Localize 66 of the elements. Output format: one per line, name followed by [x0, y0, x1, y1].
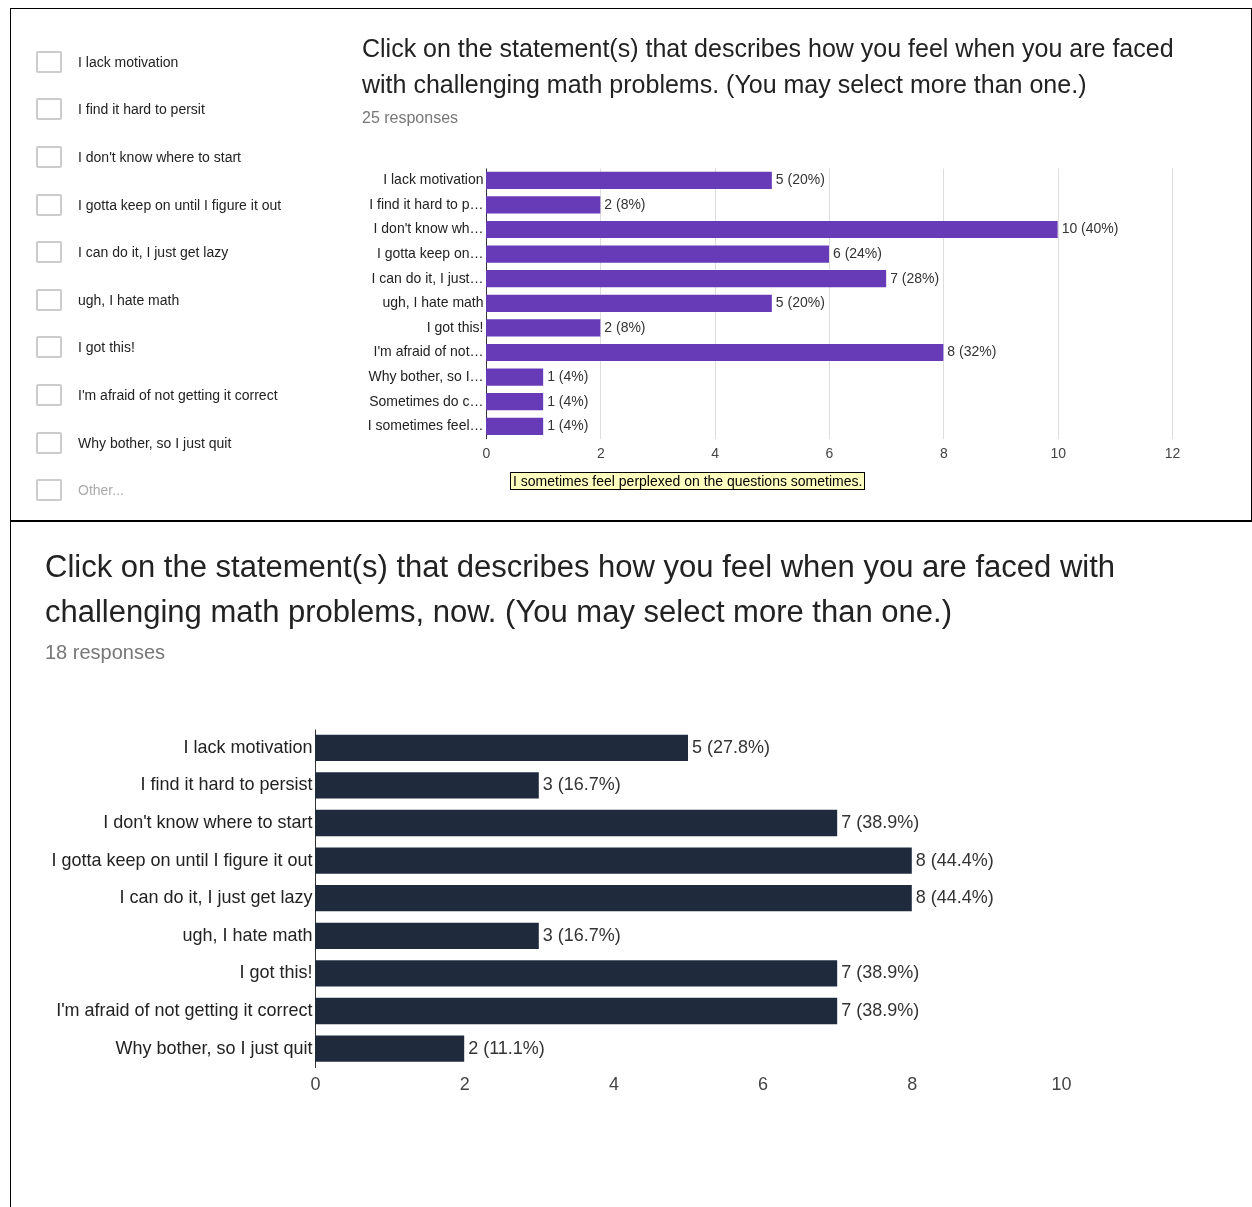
- x-tick-label: 8: [939, 444, 948, 461]
- x-tick-label: 2: [459, 1073, 470, 1094]
- data-label: 10 (40%): [1061, 220, 1119, 236]
- data-label: 5 (20%): [775, 293, 825, 310]
- text: Why bother, so I just quit: [78, 434, 232, 451]
- y-tick-label: I find it hard to persist: [140, 774, 313, 795]
- data-label: 7 (38.9%): [841, 811, 920, 832]
- data-label: 5 (27.8%): [692, 736, 770, 757]
- data-label: 8 (44.4%): [915, 849, 994, 870]
- data-label: 2 (11.1%): [468, 1037, 545, 1058]
- x-tick-label: 6: [758, 1073, 769, 1094]
- y-tick-label: Why bother, so I just quit: [115, 1037, 313, 1058]
- y-tick-label: I got this!: [426, 318, 484, 335]
- x-tick-label: 0: [310, 1073, 321, 1094]
- x-tick-label: 2: [596, 444, 605, 461]
- chart-title: Click on the statement(s) that describes how you feel when you are faced with challenging math problems. (You may select more than one.): [362, 33, 1175, 101]
- x-tick-label: 0: [482, 444, 491, 461]
- text: I find it hard to persit: [78, 101, 205, 118]
- x-tick-label: 10: [1050, 444, 1067, 461]
- data-label: 2 (8%): [604, 318, 646, 335]
- chart-subtitle: 25 responses: [362, 108, 460, 127]
- x-tick-label: 12: [1164, 444, 1181, 461]
- y-tick-label: I got this!: [239, 962, 313, 983]
- data-label: 1 (4%): [547, 392, 589, 409]
- y-tick-label: I'm afraid of not…: [373, 343, 484, 359]
- y-tick-label: I lack motivation: [183, 736, 313, 757]
- data-label: 7 (28%): [890, 269, 940, 286]
- y-tick-label: Sometimes do c…: [369, 392, 484, 409]
- data-label: 7 (38.9%): [841, 999, 920, 1020]
- text: ugh, I hate math: [78, 291, 180, 308]
- text: Other...: [78, 482, 124, 499]
- y-tick-label: I gotta keep on until I figure it out: [51, 849, 313, 870]
- data-label: 3 (16.7%): [542, 774, 621, 795]
- y-tick-label: ugh, I hate math: [382, 293, 484, 310]
- data-label: 8 (44.4%): [915, 887, 994, 908]
- data-label: 1 (4%): [547, 367, 589, 384]
- y-tick-label: I sometimes feel…: [367, 416, 484, 433]
- x-tick-label: 6: [825, 444, 834, 461]
- data-label: 3 (16.7%): [542, 924, 621, 945]
- y-tick-label: I can do it, I just get lazy: [119, 887, 313, 908]
- x-tick-label: 8: [907, 1073, 918, 1094]
- x-tick-label: 4: [711, 444, 720, 461]
- chart-title: Click on the statement(s) that describes how you feel when you are faced with challenging math problems, now. (You may select more than one.): [45, 548, 1117, 631]
- data-label: 7 (38.9%): [841, 962, 920, 983]
- y-tick-label: I lack motivation: [383, 170, 484, 187]
- y-tick-label: I'm afraid of not getting it correct: [56, 999, 313, 1020]
- data-label: 8 (32%): [947, 343, 997, 359]
- y-tick-label: I can do it, I just…: [371, 269, 484, 286]
- data-label: 1 (4%): [547, 416, 589, 433]
- y-tick-label: I find it hard to p…: [369, 195, 484, 212]
- x-tick-label: 10: [1051, 1073, 1072, 1094]
- text: I sometimes feel perplexed on the questions sometimes.: [510, 472, 866, 490]
- text: I can do it, I just get lazy: [78, 244, 229, 261]
- text: I don't know where to start: [78, 148, 241, 165]
- y-tick-label: I don't know where to start: [103, 811, 313, 832]
- data-label: 6 (24%): [833, 244, 882, 261]
- x-tick-label: 4: [608, 1073, 619, 1094]
- text: I got this!: [78, 339, 135, 356]
- text: I lack motivation: [78, 53, 179, 70]
- data-label: 5 (20%): [775, 170, 825, 187]
- y-tick-label: ugh, I hate math: [182, 924, 313, 945]
- y-tick-label: I gotta keep on…: [376, 244, 484, 261]
- text: 18 responses: [45, 640, 167, 664]
- y-tick-label: I don't know wh…: [373, 220, 484, 236]
- y-tick-label: Why bother, so I…: [368, 367, 484, 384]
- data-label: 2 (8%): [604, 195, 646, 212]
